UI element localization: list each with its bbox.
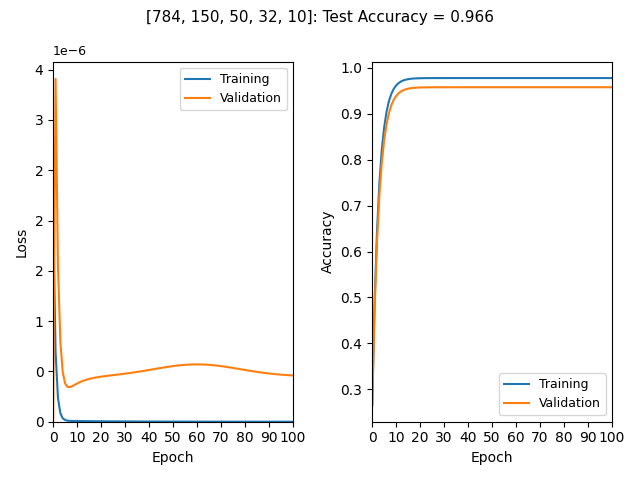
Training xyxy=(385,98,393,104)
Training xyxy=(66,418,74,424)
Validation xyxy=(195,361,203,367)
Line: Validation: Validation xyxy=(53,79,292,422)
Line: Training: Training xyxy=(53,213,292,422)
Validation xyxy=(49,419,57,425)
Line: Training: Training xyxy=(372,78,612,405)
Training xyxy=(548,75,556,81)
Training xyxy=(109,419,117,424)
Text: 1e−6: 1e−6 xyxy=(53,45,87,58)
Training xyxy=(603,75,611,81)
Validation xyxy=(536,84,544,90)
Validation xyxy=(289,372,296,378)
X-axis label: Epoch: Epoch xyxy=(152,451,194,465)
Y-axis label: Accuracy: Accuracy xyxy=(321,210,335,274)
Training xyxy=(608,75,616,81)
Training xyxy=(479,75,486,81)
Validation xyxy=(111,372,119,378)
Validation xyxy=(385,110,393,116)
Training xyxy=(289,419,296,425)
Validation xyxy=(162,364,170,370)
X-axis label: Epoch: Epoch xyxy=(471,451,513,465)
Legend: Training, Validation: Training, Validation xyxy=(499,373,605,416)
Validation xyxy=(479,84,486,90)
Validation xyxy=(52,76,60,82)
Validation xyxy=(68,383,76,389)
Y-axis label: Loss: Loss xyxy=(15,227,29,257)
Training xyxy=(536,75,544,81)
Text: [784, 150, 50, 32, 10]: Test Accuracy = 0.966: [784, 150, 50, 32, 10]: Test Accuracy = … xyxy=(146,10,494,24)
Training xyxy=(217,419,225,424)
Validation xyxy=(428,84,436,90)
Validation xyxy=(220,363,227,369)
Validation xyxy=(548,84,556,90)
Training xyxy=(512,75,520,81)
Validation xyxy=(369,402,376,408)
Legend: Training, Validation: Training, Validation xyxy=(180,68,287,110)
Validation xyxy=(232,365,239,371)
Training xyxy=(159,419,167,424)
Line: Validation: Validation xyxy=(372,87,612,405)
Training xyxy=(229,419,237,424)
Training xyxy=(428,75,436,81)
Training xyxy=(49,210,57,216)
Training xyxy=(193,419,201,424)
Validation xyxy=(608,84,616,90)
Validation xyxy=(512,84,520,90)
Training xyxy=(369,402,376,408)
